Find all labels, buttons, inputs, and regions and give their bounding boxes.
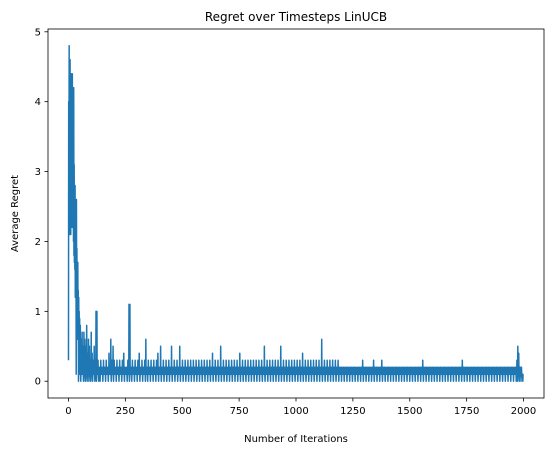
y-axis-label: Average Regret bbox=[10, 175, 21, 252]
x-tick-label: 1250 bbox=[340, 406, 365, 417]
x-tick-label: 1750 bbox=[454, 406, 479, 417]
y-tick-label: 2 bbox=[35, 237, 41, 248]
x-tick-label: 250 bbox=[116, 406, 135, 417]
y-tick-label: 5 bbox=[35, 27, 41, 38]
y-tick-label: 0 bbox=[35, 377, 41, 388]
regret-series-line bbox=[67, 45, 524, 382]
x-tick-label: 500 bbox=[173, 406, 192, 417]
x-tick-label: 750 bbox=[230, 406, 249, 417]
x-tick-label: 2000 bbox=[511, 406, 536, 417]
x-tick-label: 0 bbox=[65, 406, 71, 417]
chart-title: Regret over Timesteps LinUCB bbox=[205, 10, 387, 24]
y-tick-label: 3 bbox=[35, 167, 41, 178]
x-axis-label: Number of Iterations bbox=[244, 434, 348, 445]
x-tick-label: 1000 bbox=[283, 406, 308, 417]
y-tick-label: 4 bbox=[35, 97, 41, 108]
x-axis: 0 250 500 750 1000 1250 1500 1750 2000 bbox=[65, 398, 536, 417]
y-tick-label: 1 bbox=[35, 307, 41, 318]
x-tick-label: 1500 bbox=[397, 406, 422, 417]
y-axis: 0 1 2 3 4 5 bbox=[35, 27, 48, 388]
